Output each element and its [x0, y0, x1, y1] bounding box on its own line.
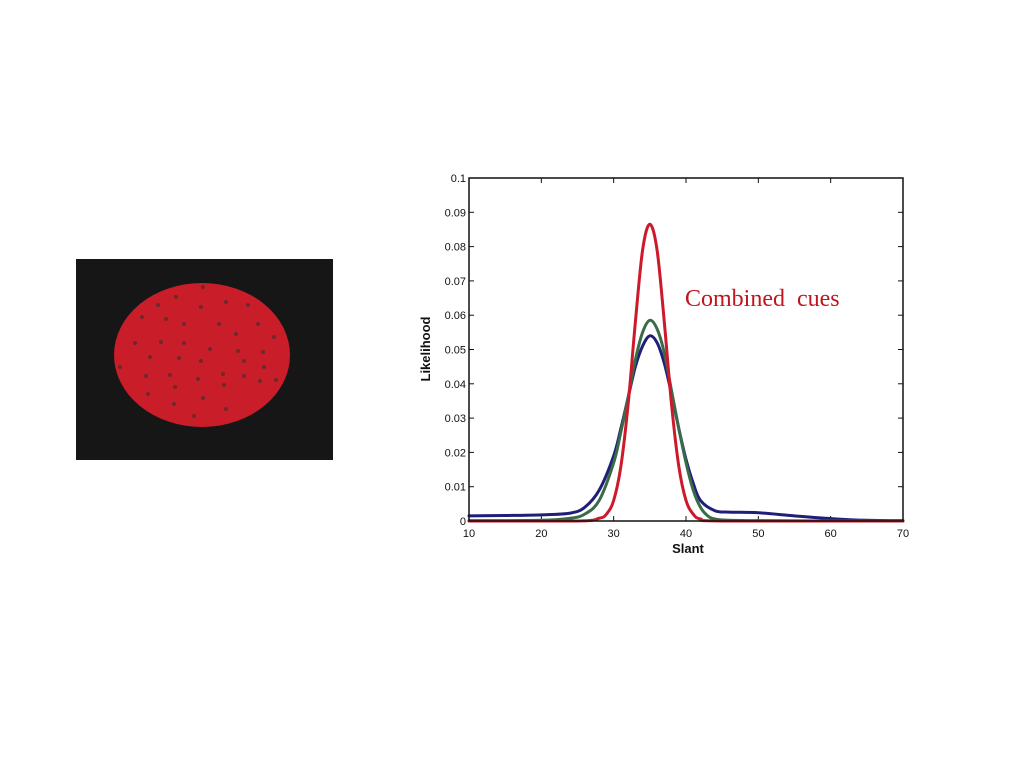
plot-frame: [468, 177, 904, 522]
y-tick-label: 0.07: [445, 276, 466, 288]
textured-ellipse-figure: [114, 283, 290, 427]
texture-dot: [201, 396, 205, 400]
texture-dot: [242, 359, 246, 363]
texture-dot: [261, 350, 265, 354]
texture-dot: [146, 392, 150, 396]
texture-dot: [274, 378, 278, 382]
texture-dot: [173, 385, 177, 389]
texture-dot: [133, 341, 137, 345]
x-tick-label: 50: [752, 528, 764, 540]
texture-dot: [174, 295, 178, 299]
x-tick-label: 40: [680, 528, 692, 540]
texture-dot: [148, 355, 152, 359]
texture-dot: [246, 303, 250, 307]
texture-dot: [224, 407, 228, 411]
y-tick-label: 0: [460, 516, 466, 528]
series-lines: [467, 222, 905, 523]
texture-dot: [201, 285, 205, 289]
y-tick-label: 0.06: [445, 310, 466, 322]
y-tick-label: 0.03: [445, 413, 466, 425]
x-tick-label: 70: [897, 528, 909, 540]
texture-dot: [192, 414, 196, 418]
texture-dot: [118, 365, 122, 369]
texture-dot: [172, 402, 176, 406]
texture-dot: [256, 322, 260, 326]
y-tick-label: 0.09: [445, 207, 466, 219]
y-tick-label: 0.02: [445, 447, 466, 459]
texture-dot: [236, 349, 240, 353]
texture-dot: [208, 347, 212, 351]
texture-dot: [258, 379, 262, 383]
blue-likelihood-line: [467, 334, 905, 523]
texture-dot: [156, 303, 160, 307]
y-axis-ticks: 0 0.01 0.02 0.03 0.04 0.05 0.06 0.07 0.08 0.09 0.1: [445, 173, 903, 528]
texture-dot: [182, 322, 186, 326]
texture-dot: [224, 300, 228, 304]
texture-dot: [140, 315, 144, 319]
x-tick-label: 10: [463, 528, 475, 540]
texture-dot: [199, 305, 203, 309]
x-axis-ticks: 10 20 30 40 50 60 70: [463, 178, 909, 540]
x-axis-title: Slant: [672, 541, 704, 556]
green-likelihood-line: [467, 318, 905, 523]
texture-dot: [177, 356, 181, 360]
texture-dot: [159, 340, 163, 344]
texture-dot: [164, 317, 168, 321]
texture-dot: [196, 377, 200, 381]
likelihood-chart: 0 0.01 0.02 0.03 0.04 0.05 0.06 0.07 0.08 0.09 0.1…: [400, 160, 940, 580]
red-combined-likelihood-line: [467, 222, 905, 523]
combined-cues-annotation: Combined cues: [685, 286, 840, 312]
texture-dot: [144, 374, 148, 378]
slant-stimulus-image: [76, 259, 333, 460]
y-tick-label: 0.1: [451, 173, 466, 185]
x-tick-label: 20: [535, 528, 547, 540]
texture-dot: [272, 335, 276, 339]
texture-dots: [118, 285, 278, 418]
y-axis-title: Likelihood: [418, 316, 433, 381]
y-tick-label: 0.04: [445, 379, 466, 391]
texture-dot: [221, 372, 225, 376]
y-tick-label: 0.05: [445, 345, 466, 357]
texture-dot: [168, 373, 172, 377]
texture-dot: [234, 332, 238, 336]
red-textured-ellipse: [114, 283, 290, 427]
y-tick-label: 0.01: [445, 482, 466, 494]
likelihood-chart-svg: 0 0.01 0.02 0.03 0.04 0.05 0.06 0.07 0.08 0.09 0.1…: [418, 173, 909, 556]
texture-dot: [182, 341, 186, 345]
x-tick-label: 60: [825, 528, 837, 540]
x-tick-label: 30: [608, 528, 620, 540]
texture-dot: [262, 365, 266, 369]
texture-dot: [199, 359, 203, 363]
y-tick-label: 0.08: [445, 242, 466, 254]
texture-dot: [242, 374, 246, 378]
texture-dot: [217, 322, 221, 326]
texture-dot: [222, 383, 226, 387]
